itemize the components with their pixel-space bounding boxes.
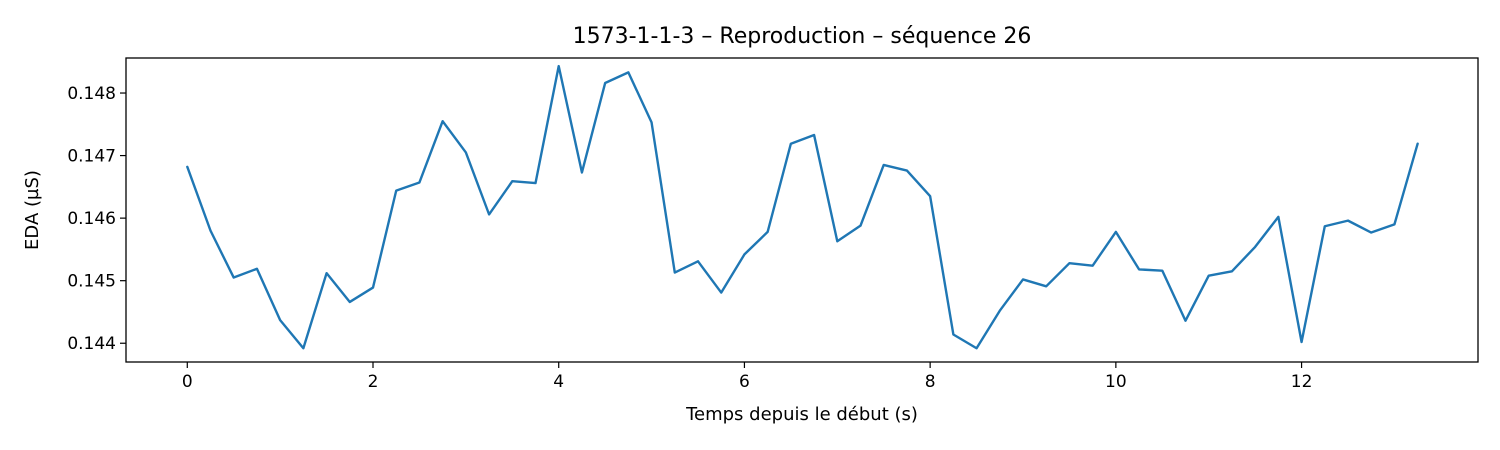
x-axis: 0 2 4 6 8 10 12 [182,362,1313,392]
x-tick-label: 12 [1291,372,1313,392]
y-tick-label: 0.147 [67,147,116,167]
y-axis-label: EDA (µS) [22,170,43,250]
x-axis-label: Temps depuis le début (s) [685,404,918,425]
x-tick-label: 2 [368,372,379,392]
x-tick-label: 10 [1105,372,1127,392]
y-tick-label: 0.145 [67,272,116,292]
y-axis: 0.144 0.145 0.146 0.147 0.148 [67,84,126,354]
chart-title: 1573-1-1-3 – Reproduction – séquence 26 [573,24,1032,49]
y-tick-label: 0.146 [67,209,116,229]
series-line [186,64,1419,350]
y-tick-label: 0.148 [67,84,116,104]
x-tick-label: 0 [182,372,193,392]
y-tick-label: 0.144 [67,334,116,354]
x-tick-label: 6 [739,372,750,392]
x-tick-label: 8 [925,372,936,392]
plot-area-frame [125,57,1479,363]
series-layer [186,64,1419,350]
x-tick-label: 4 [553,372,564,392]
